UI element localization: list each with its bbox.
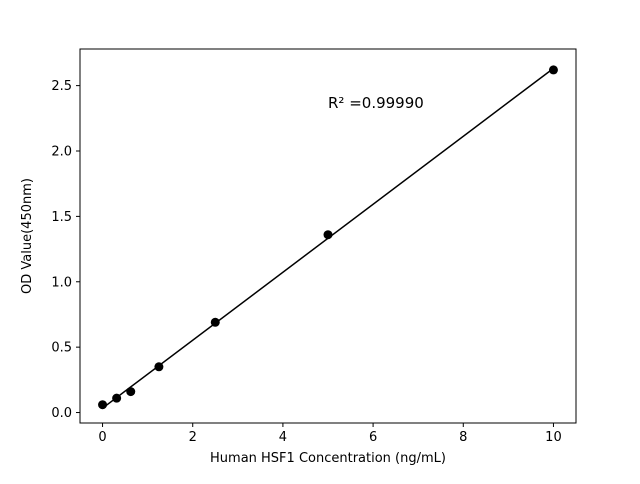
x-tick-label: 10: [545, 430, 562, 445]
data-point: [126, 387, 136, 397]
y-tick-label: 1.0: [51, 275, 72, 290]
y-tick-label: 2.5: [51, 79, 72, 94]
data-point: [112, 393, 122, 403]
x-tick-label: 4: [279, 430, 287, 445]
data-point: [323, 230, 333, 240]
x-tick-label: 6: [369, 430, 377, 445]
y-tick-label: 0.0: [51, 406, 72, 421]
y-axis-label: OD Value(450nm): [20, 178, 35, 294]
plot-border: [79, 48, 577, 424]
r-squared-annotation: R² =0.99990: [328, 94, 424, 112]
x-tick-label: 8: [459, 430, 467, 445]
data-point: [548, 65, 558, 75]
y-tick-label: 0.5: [51, 341, 72, 356]
x-tick-label: 0: [98, 430, 106, 445]
data-point: [154, 362, 164, 372]
y-tick-label: 1.5: [51, 210, 72, 225]
data-point: [98, 400, 108, 410]
x-axis-label: Human HSF1 Concentration (ng/mL): [210, 451, 446, 466]
y-tick-label: 2.0: [51, 145, 72, 160]
data-point: [210, 317, 220, 327]
plot-area: 0 2 4 6 8 10 0.0 0.5 1.0 1.5 2.0 2.5: [51, 48, 577, 445]
x-tick-label: 2: [189, 430, 197, 445]
